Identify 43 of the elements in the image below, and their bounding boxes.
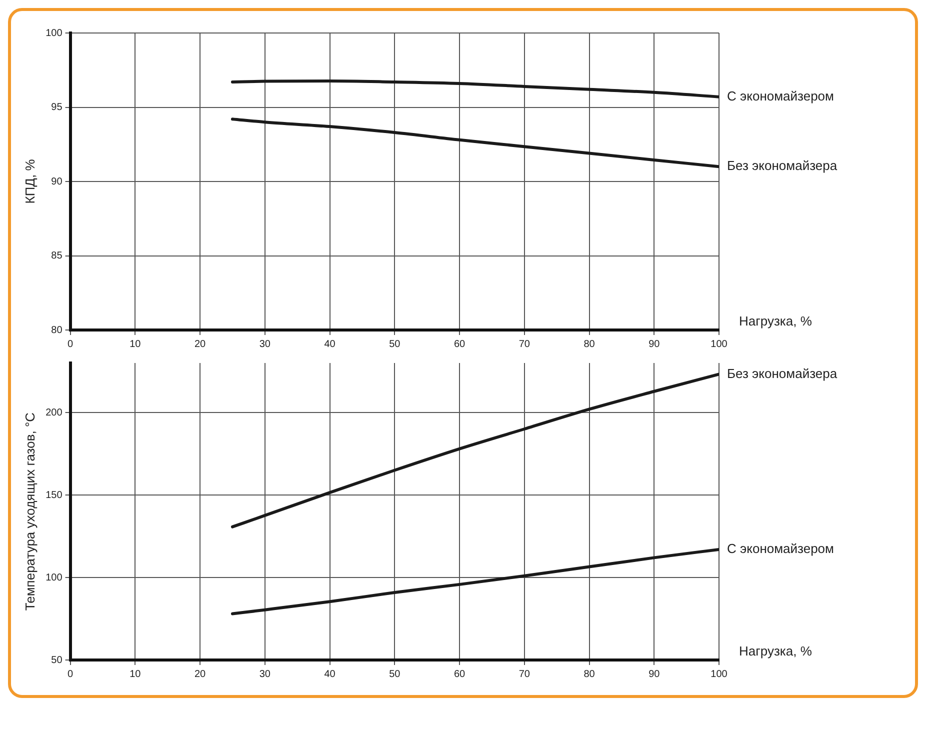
x-tick-label: 50 xyxy=(389,668,401,680)
x-tick-label: 30 xyxy=(259,338,271,350)
x-tick-label: 60 xyxy=(454,338,466,350)
x-tick-label: 100 xyxy=(710,668,728,680)
y-tick-label: 200 xyxy=(46,407,63,418)
line-series xyxy=(230,548,719,616)
x-tick-label: 0 xyxy=(68,338,74,350)
y-tick-label: 100 xyxy=(46,572,63,584)
y-axis-title: Температура уходящих газов, °С xyxy=(22,412,38,611)
series-label: Без экономайзера xyxy=(727,366,838,381)
x-axis-title: Нагрузка, % xyxy=(739,644,812,659)
y-tick-label: 85 xyxy=(51,250,63,262)
x-tick-label: 100 xyxy=(710,338,728,350)
x-tick-label: 50 xyxy=(389,338,401,350)
y-tick-label: 150 xyxy=(46,490,63,501)
x-tick-label: 80 xyxy=(584,668,596,680)
series-label: С экономайзером xyxy=(727,541,834,556)
x-tick-label: 20 xyxy=(194,668,206,680)
x-tick-label: 40 xyxy=(324,668,336,680)
x-tick-label: 60 xyxy=(454,668,466,680)
line-series xyxy=(230,118,719,168)
x-tick-label: 10 xyxy=(130,668,142,680)
x-tick-label: 0 xyxy=(68,668,74,680)
x-tick-label: 80 xyxy=(584,338,596,350)
y-tick-label: 95 xyxy=(51,102,63,113)
y-tick-label: 90 xyxy=(51,176,63,188)
x-tick-label: 70 xyxy=(518,668,530,680)
x-tick-label: 90 xyxy=(648,668,660,680)
y-tick-label: 80 xyxy=(51,324,63,336)
x-tick-label: 10 xyxy=(130,338,142,350)
series-label: С экономайзером xyxy=(727,88,834,104)
x-tick-label: 70 xyxy=(518,338,530,350)
x-tick-label: 30 xyxy=(259,668,271,680)
y-tick-label: 100 xyxy=(46,28,63,39)
x-tick-label: 40 xyxy=(324,338,336,350)
x-tick-label: 20 xyxy=(194,338,206,350)
y-tick-label: 50 xyxy=(51,654,63,666)
x-axis-title: Нагрузка, % xyxy=(739,314,812,329)
series-label: Без экономайзера xyxy=(727,158,838,174)
line-series xyxy=(230,79,719,98)
line-series xyxy=(230,372,719,528)
x-tick-label: 90 xyxy=(648,338,660,350)
y-axis-title: КПД, % xyxy=(22,158,38,204)
